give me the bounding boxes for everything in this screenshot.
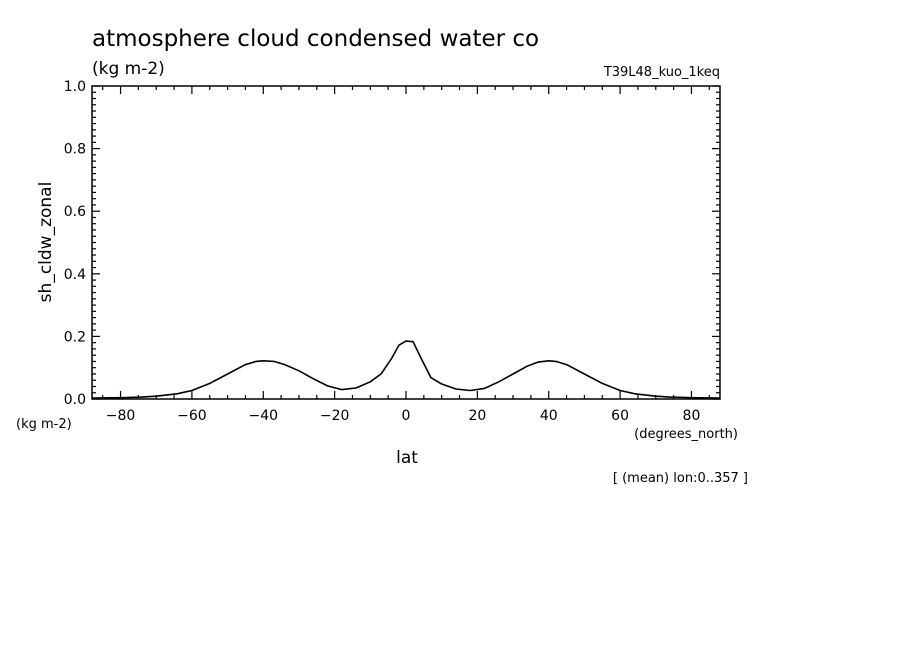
x-tick-label: 40 [540, 408, 558, 424]
y-axis-label: sh_cldw_zonal [36, 182, 56, 303]
x-tick-label: −20 [320, 408, 350, 424]
y-tick-label: 0.2 [64, 329, 86, 345]
plot-frame [91, 85, 721, 400]
averaging-note: [ (mean) lon:0..357 ] [613, 471, 748, 486]
x-tick-label: −60 [177, 408, 207, 424]
y-tick-label: 1.0 [64, 79, 86, 95]
x-tick-label: 60 [611, 408, 629, 424]
y-axis: 0.0 0.2 0.4 0.6 0.8 1.0 [64, 79, 720, 408]
y-tick-label: 0.6 [64, 204, 86, 220]
y-tick-label: 0.0 [64, 392, 86, 408]
y-tick-label: 0.4 [64, 267, 86, 283]
experiment-label: T39L48_kuo_1keq [603, 65, 720, 80]
x-tick-label: −80 [106, 408, 136, 424]
x-tick-label: 20 [468, 408, 486, 424]
x-axis-unit: (degrees_north) [634, 427, 738, 442]
chart-title: atmosphere cloud condensed water co [92, 26, 539, 52]
series-line [91, 340, 721, 399]
y-tick-label: 0.8 [64, 142, 86, 158]
x-axis-label: lat [396, 448, 418, 468]
x-tick-label: 0 [402, 408, 411, 424]
x-axis: −80 −60 −40 −20 0 20 40 60 80 [102, 86, 710, 424]
x-tick-label: −40 [248, 408, 278, 424]
x-tick-label: 80 [683, 408, 701, 424]
y-axis-unit: (kg m-2) [16, 417, 72, 432]
chart-units: (kg m-2) [92, 59, 165, 79]
